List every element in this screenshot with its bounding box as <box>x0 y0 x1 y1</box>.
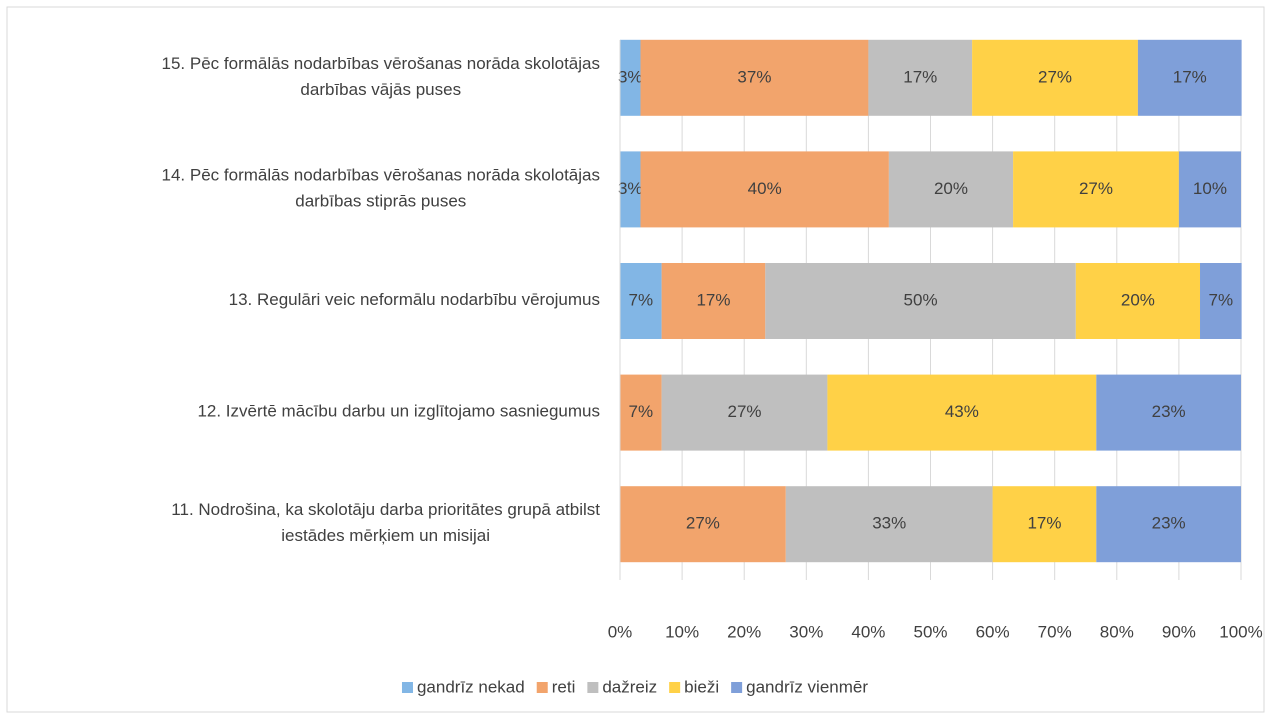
data-label: 33% <box>872 514 906 533</box>
data-label: 7% <box>1209 290 1234 309</box>
category-line: 12. Izvērtē mācību darbu un izglītojamo … <box>197 402 600 421</box>
bar-segment <box>661 374 828 451</box>
category-label: 11. Nodrošina, ka skolotāju darba priori… <box>171 501 600 546</box>
bar-segment <box>1075 263 1201 339</box>
data-label: 43% <box>945 402 979 421</box>
data-label: 23% <box>1152 514 1186 533</box>
legend-swatch <box>536 682 548 693</box>
category-line: darbības stiprās puses <box>295 192 466 211</box>
bar-segment <box>1200 263 1242 339</box>
bar-segment <box>827 374 1097 451</box>
category-label: 14. Pēc formālās nodarbības vērošanas no… <box>162 166 600 211</box>
data-label: 17% <box>696 290 730 309</box>
data-label: 7% <box>629 290 654 309</box>
x-tick-label: 40% <box>851 622 885 641</box>
bar-segment <box>620 263 662 339</box>
category-line: iestādes mērķiem un misijai <box>281 527 490 546</box>
data-label: 17% <box>1173 67 1207 86</box>
x-tick-label: 10% <box>665 622 699 641</box>
legend-swatch <box>401 682 413 693</box>
x-tick-label: 30% <box>789 622 823 641</box>
data-label: 10% <box>1193 179 1227 198</box>
data-label: 17% <box>1027 514 1061 533</box>
category-label: 15. Pēc formālās nodarbības vērošanas no… <box>162 54 600 99</box>
bar-segment <box>992 486 1097 563</box>
data-label: 17% <box>903 67 937 86</box>
data-label: 7% <box>629 402 654 421</box>
bar-segment <box>888 151 1014 228</box>
legend-label: gandrīz nekad <box>417 677 525 696</box>
x-tick-label: 0% <box>608 622 633 641</box>
category-line: 14. Pēc formālās nodarbības vērošanas no… <box>162 166 600 185</box>
data-label: 3% <box>618 179 643 198</box>
data-label: 40% <box>748 179 782 198</box>
legend-swatch <box>731 682 743 693</box>
x-tick-label: 90% <box>1162 622 1196 641</box>
bar-segment <box>640 151 889 228</box>
legend-label: reti <box>552 677 576 696</box>
category-line: 11. Nodrošina, ka skolotāju darba priori… <box>171 501 600 520</box>
data-label: 20% <box>934 179 968 198</box>
legend-swatch <box>669 682 681 693</box>
category-line: 13. Regulāri veic neformālu nodarbību vē… <box>229 290 600 309</box>
category-label: 13. Regulāri veic neformālu nodarbību vē… <box>229 290 600 309</box>
data-label: 20% <box>1121 290 1155 309</box>
data-label: 27% <box>727 402 761 421</box>
x-tick-label: 70% <box>1038 622 1072 641</box>
data-label: 27% <box>1038 67 1072 86</box>
bar-segment <box>620 374 662 451</box>
bar-segment <box>620 39 641 116</box>
bar-segment <box>765 263 1076 339</box>
bar-segment <box>1137 39 1242 116</box>
category-label: 12. Izvērtē mācību darbu un izglītojamo … <box>197 402 600 421</box>
bar-segment <box>1013 151 1179 228</box>
bar-segment <box>620 486 786 563</box>
x-tick-label: 80% <box>1100 622 1134 641</box>
legend-label: bieži <box>684 677 719 696</box>
x-tick-label: 20% <box>727 622 761 641</box>
x-tick-label: 60% <box>976 622 1010 641</box>
bar-segment <box>785 486 993 563</box>
legend-label: dažreiz <box>602 677 657 696</box>
bar-segment <box>1096 486 1241 563</box>
bar-segment <box>1178 151 1241 228</box>
data-label: 23% <box>1152 402 1186 421</box>
bar-segment <box>1096 374 1241 451</box>
legend-label: gandrīz vienmēr <box>746 677 868 696</box>
x-tick-label: 50% <box>913 622 947 641</box>
bar-segment <box>972 39 1138 116</box>
data-label: 27% <box>686 514 720 533</box>
bar-segment <box>661 263 766 339</box>
legend: gandrīz nekad reti dažreiz bieži gandrīz vie… <box>401 677 868 696</box>
data-label: 37% <box>737 67 771 86</box>
legend-swatch <box>587 682 599 693</box>
bar-segment <box>620 151 641 228</box>
data-label: 27% <box>1079 179 1113 198</box>
bar-segment <box>640 39 869 116</box>
category-line: 15. Pēc formālās nodarbības vērošanas no… <box>162 54 600 73</box>
bar-segment <box>868 39 973 116</box>
data-label: 3% <box>618 67 643 86</box>
data-label: 50% <box>904 290 938 309</box>
category-line: darbības vājās puses <box>300 80 461 99</box>
x-tick-label: 100% <box>1219 622 1262 641</box>
